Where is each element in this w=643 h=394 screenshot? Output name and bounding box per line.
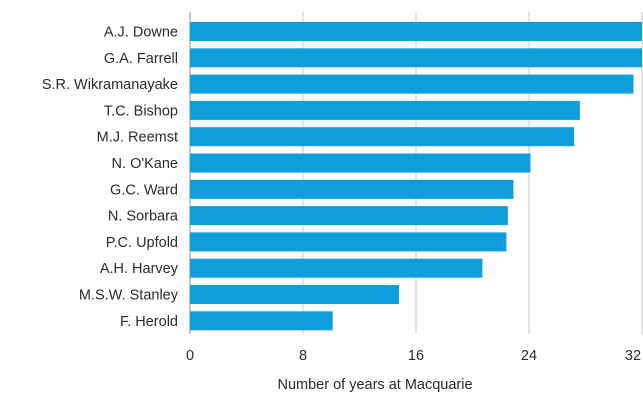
category-label: T.C. Bishop [104, 103, 178, 119]
bar [190, 179, 514, 199]
category-label: N. O'Kane [112, 156, 178, 172]
category-labels: A.J. Downe G.A. Farrell S.R. Wikramanayake… [42, 25, 179, 330]
category-label: G.C. Ward [110, 182, 178, 198]
x-tick-labels: 0 8 16 24 32 [186, 348, 641, 364]
bar [190, 74, 634, 94]
category-label: M.S.W. Stanley [79, 288, 179, 304]
x-tick-label: 8 [299, 348, 307, 364]
bar [190, 206, 508, 226]
x-tick-label: 24 [521, 348, 537, 364]
bar [190, 48, 642, 68]
bars [190, 22, 642, 331]
bar [190, 22, 642, 41]
x-tick-label: 0 [186, 348, 194, 364]
category-label: P.C. Upfold [106, 235, 178, 251]
category-label: G.A. Farrell [104, 51, 178, 67]
category-label: F. Herold [120, 314, 178, 330]
bar [190, 258, 483, 278]
bar [190, 232, 507, 252]
category-label: S.R. Wikramanayake [42, 77, 178, 93]
category-label: A.J. Downe [104, 25, 178, 41]
bar [190, 311, 333, 331]
x-tick-label: 32 [625, 348, 641, 364]
bar [190, 100, 580, 120]
x-tick-label: 16 [408, 348, 424, 364]
bar [190, 285, 400, 304]
category-label: N. Sorbara [108, 209, 179, 225]
x-axis-title: Number of years at Macquarie [277, 377, 472, 393]
category-label: M.J. Reemst [97, 130, 178, 146]
bar [190, 153, 531, 173]
bar [190, 127, 575, 147]
category-label: A.H. Harvey [100, 261, 179, 277]
